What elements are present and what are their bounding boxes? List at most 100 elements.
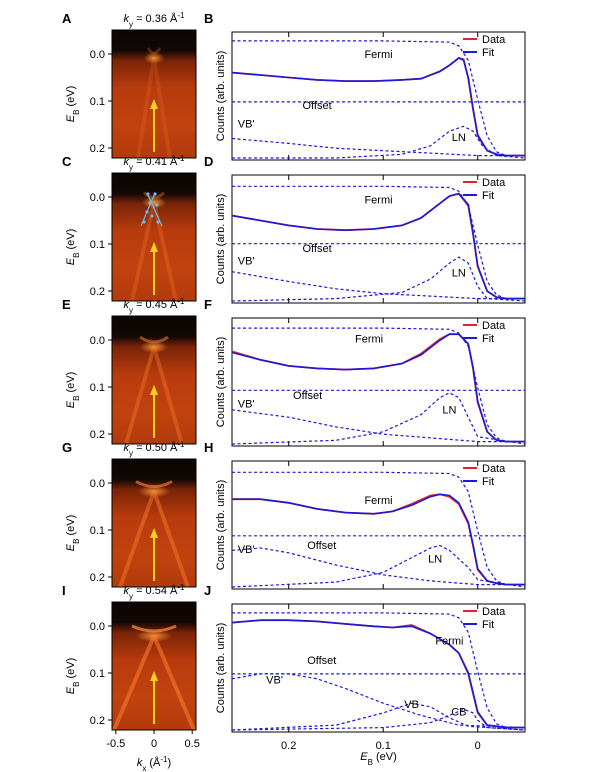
y-tick-label: 0.1 [90,382,105,394]
guide-dot [145,210,149,214]
legend-data-label: Data [482,177,506,189]
panel-label: F [204,297,212,312]
lower-band [136,57,172,159]
curve-label: LN [428,554,442,566]
curve-label: LN [442,405,456,417]
y-axis-label: EB (eV) [65,86,81,123]
guide-dot [148,201,152,205]
curve-label: CB [451,706,466,718]
curve-label: VB' [238,398,255,410]
panel-label: J [204,583,211,598]
y-tick-label: 0.2 [90,715,105,727]
upper-band [131,624,177,633]
guide-dot [150,214,154,218]
x-tick-label: 0.1 [376,740,391,752]
arrow-head [150,99,158,109]
y-axis-label: EB (eV) [65,372,81,409]
fit-plot-f: F Counts (arb. units) Fermi Offset VB' LN Data… [204,297,526,447]
legend-fit-label: Fit [482,47,494,59]
curve-label: Offset [302,243,331,255]
lower-band [130,202,178,302]
image-frame [111,458,197,588]
band-node-glow [142,196,166,209]
legend-data-label: Data [482,606,506,618]
upper-band [142,191,166,199]
legend-data-label: Data [482,34,506,46]
x-tick-label: 0.2 [281,740,296,752]
series-fermi [232,612,525,729]
lower-band [118,490,190,588]
series-fermi [232,40,525,157]
y-tick-label: 0.0 [90,192,105,204]
curve-label: Offset [307,540,336,552]
image-frame [111,29,197,159]
band-node-glow [140,341,168,353]
curve-label: Fermi [364,495,392,507]
curve-label: Fermi [364,194,392,206]
curve-label: VB' [238,255,255,267]
legend-data-label: Data [482,320,506,332]
arrow-head [150,242,158,252]
x-tick-label: 0 [475,740,481,752]
fit-plot-h: H Counts (arb. units) Fermi Offset VB' LN Data… [204,440,526,590]
panel-label: G [62,440,72,455]
guide-dot [142,220,146,224]
legend-fit-label: Fit [482,619,494,631]
x-tick-label: -0.5 [106,738,125,750]
y-axis-label: Counts (arb. units) [215,194,227,284]
plot-frame [231,460,526,590]
curve-label: VB' [238,544,255,556]
arrow-head [150,385,158,395]
y-tick-label: 0.0 [90,335,105,347]
series-ln [232,125,526,159]
arrow-head [150,671,158,681]
curve-label: Offset [307,655,336,667]
band-node-glow [144,52,164,64]
ky-title: ky = 0.45 Å-1 [124,297,186,315]
curve-label: VB' [266,675,283,687]
curve-label: VB [404,699,419,711]
series-fermi [232,327,525,443]
fit-plot-j: J Counts (arb. units) 0.2 0.1 0 Fermi Offset VB… [204,583,526,752]
y-tick-label: 0.1 [90,239,105,251]
legend-fit-label: Fit [482,476,494,488]
curve-label: Fermi [364,49,392,61]
series-vb [231,702,526,731]
guide-line [146,192,163,227]
series-ln [231,256,526,302]
series-vbp [231,673,526,729]
y-axis-label: EB (eV) [65,658,81,695]
curve-label: Offset [302,100,331,112]
guide-dot [155,203,159,207]
x-axis-label: kx (Å-1) [137,755,171,772]
ky-title: ky = 0.50 Å-1 [124,440,186,458]
y-tick-label: 0.0 [90,478,105,490]
series-fit [231,57,525,157]
panel-label: B [204,11,213,26]
plot-frame [231,31,526,161]
series-ln [231,392,526,445]
upper-band [135,480,173,488]
y-tick-label: 0.2 [90,143,105,155]
guide-line [140,192,156,227]
series-ln [231,544,526,588]
arrow-head [150,528,158,538]
series-vbp [231,409,525,443]
lower-band [112,635,196,731]
y-axis-label: Counts (arb. units) [215,51,227,141]
y-axis-label: Counts (arb. units) [215,337,227,427]
y-axis-label: Counts (arb. units) [215,623,227,713]
y-tick-label: 0.0 [90,49,105,61]
image-frame [111,315,197,445]
upper-band [146,47,162,55]
legend-fit-label: Fit [482,333,494,345]
legend-fit-label: Fit [482,190,494,202]
panel-label: E [62,297,71,312]
image-frame [111,172,197,302]
y-tick-label: 0.2 [90,429,105,441]
y-tick-label: 0.1 [90,668,105,680]
fit-plot-d: D Counts (arb. units) Fermi Offset VB' LN Data… [204,154,526,304]
